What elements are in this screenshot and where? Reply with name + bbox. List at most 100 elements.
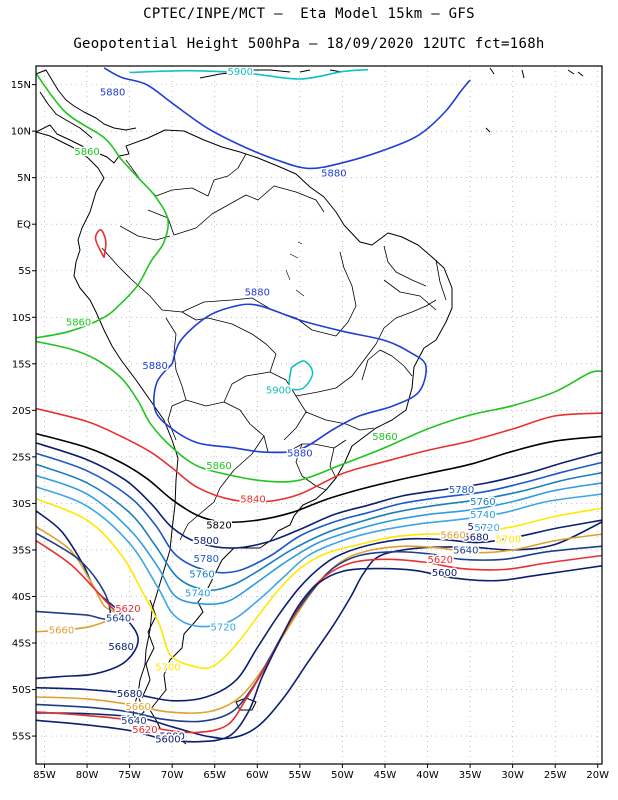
contour-5620-label: 5620: [428, 555, 453, 566]
contour-5740-line: [35, 474, 603, 606]
contour-5680-label: 5680: [463, 532, 488, 543]
map-frame: [35, 65, 603, 765]
contour-5760-line: [35, 463, 603, 592]
lat-tick-label: 5N: [17, 173, 31, 184]
lat-tick-label: 55S: [12, 732, 31, 743]
lon-tick-label: 25W: [544, 770, 567, 781]
contour-5900-label: 5900: [266, 385, 291, 396]
contour-5860-line: [35, 340, 603, 483]
chart-title-line-2: Geopotential Height 500hPa – 18/09/2020 …: [73, 36, 545, 52]
contour-5640-line: [35, 532, 112, 621]
contour-5860-label: 5860: [372, 432, 397, 443]
south-america-coastline: [35, 124, 453, 733]
lat-tick-label: 20S: [12, 406, 31, 417]
country-borders: [101, 153, 447, 541]
contour-5840-line: [35, 407, 603, 503]
contour-5620-label: 5620: [115, 604, 140, 615]
contour-5720-label: 5720: [474, 523, 499, 534]
contour-5700-label: 5700: [155, 663, 180, 674]
contour-labels: 5900 5900 5880 5880 5880 5880 5880 5860 5860 5860…: [47, 66, 522, 747]
contour-5840-label: 5840: [240, 494, 265, 505]
contour-5880-label: 5880: [142, 361, 167, 372]
contour-5800-line: [35, 521, 603, 740]
contour-5900-label: 5900: [228, 67, 253, 78]
contour-5600-label: 5600: [155, 734, 180, 745]
contour-5660-label: 5660: [440, 531, 465, 542]
contour-5800-label: 5800: [193, 536, 218, 547]
lon-tick-label: 45W: [374, 770, 397, 781]
contour-5780-line: [35, 452, 603, 574]
lat-tick-label: 15S: [12, 359, 31, 370]
contour-5860-label: 5860: [66, 317, 91, 328]
lon-tick-label: 75W: [118, 770, 141, 781]
contour-5760-label: 5760: [470, 497, 495, 508]
lon-tick-label: 40W: [416, 770, 439, 781]
lon-tick-label: 80W: [76, 770, 99, 781]
contour-5880-label: 5880: [245, 288, 270, 299]
contour-5880-label: 5880: [100, 88, 125, 99]
axis-ticks: 15N 10N 5N EQ 5S 10S 15S 20S 25S 30S 35S 40S 45S 50S 5…: [11, 80, 609, 781]
lon-tick-label: 65W: [203, 770, 226, 781]
contour-5900-line: [129, 68, 368, 80]
contour-5760-label: 5760: [189, 570, 214, 581]
contour-5840-line: [94, 229, 107, 259]
lon-tick-label: 70W: [161, 770, 184, 781]
lat-tick-label: 50S: [12, 685, 31, 696]
contour-5660-label: 5660: [49, 625, 74, 636]
contour-5800-line: [35, 442, 603, 549]
contour-5860-line: [35, 72, 170, 339]
contour-5800-label: 5800: [468, 522, 493, 533]
contour-5860-label: 5860: [74, 147, 99, 158]
lat-tick-label: 15N: [11, 80, 31, 91]
contour-5680-line: [35, 510, 139, 680]
lon-tick-label: 20W: [586, 770, 609, 781]
contour-5680-label: 5680: [117, 689, 142, 700]
contour-5720-line: [35, 485, 603, 628]
contour-5660-line: [35, 526, 118, 633]
contour-5680-line: [35, 519, 603, 702]
contour-5640-line: [35, 545, 603, 723]
contour-5740-label: 5740: [470, 510, 495, 521]
lat-tick-label: 25S: [12, 452, 31, 463]
contour-5820-line: [35, 432, 603, 524]
contour-5860-label: 5860: [206, 461, 231, 472]
contour-5800-label: 5800: [159, 732, 184, 743]
contour-5780-label: 5780: [449, 485, 474, 496]
lon-tick-label: 85W: [33, 770, 56, 781]
amazon-river-outline: [285, 241, 305, 297]
grid-lines: [36, 66, 602, 764]
contour-5880-line: [103, 67, 471, 170]
contour-5600-label: 5600: [432, 568, 457, 579]
coastline-layer: [35, 67, 584, 745]
contour-5620-line: [35, 539, 135, 621]
contour-5660-label: 5660: [125, 702, 150, 713]
contour-5600-line: [35, 565, 603, 743]
lat-tick-label: 5S: [18, 266, 31, 277]
chart-title-line-1: CPTEC/INPE/MCT – Eta Model 15km – GFS: [143, 6, 475, 22]
contour-5700-line: [35, 498, 603, 670]
contour-5620-label: 5620: [132, 725, 157, 736]
contour-5880-label: 5880: [287, 449, 312, 460]
lon-tick-label: 60W: [246, 770, 269, 781]
lon-tick-label: 30W: [501, 770, 524, 781]
contour-5640-label: 5640: [106, 613, 131, 624]
lat-tick-label: 30S: [12, 499, 31, 510]
lon-tick-label: 35W: [459, 770, 482, 781]
caribbean-islands: [199, 67, 584, 133]
lon-tick-label: 55W: [289, 770, 312, 781]
lat-tick-label: 40S: [12, 592, 31, 603]
contour-5880-label: 5880: [321, 169, 346, 180]
lon-tick-label: 50W: [331, 770, 354, 781]
contour-5900-line: [288, 360, 314, 391]
contour-5720-label: 5720: [211, 623, 236, 634]
contour-5820-label: 5820: [206, 520, 231, 531]
contour-5640-label: 5640: [121, 716, 146, 727]
contour-5880-line: [153, 303, 427, 454]
contour-5680-label: 5680: [108, 642, 133, 653]
contour-5700-label: 5700: [496, 534, 521, 545]
central-america-coastline: [35, 69, 137, 139]
lat-tick-label: 35S: [12, 545, 31, 556]
lat-tick-label: 10S: [12, 313, 31, 324]
contour-5780-label: 5780: [193, 554, 218, 565]
